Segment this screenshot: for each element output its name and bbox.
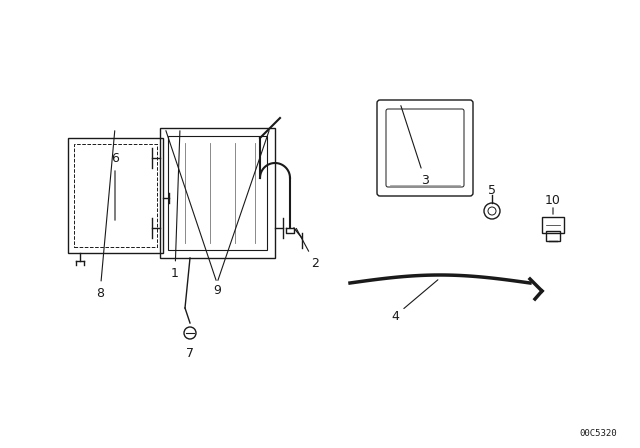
Text: 8: 8 (96, 131, 115, 300)
Text: 00C5320: 00C5320 (579, 428, 617, 438)
Bar (546, 231, 560, 241)
Bar (68, 138, 163, 253)
Text: 1: 1 (171, 131, 180, 280)
Bar (74, 144, 157, 247)
Text: 4: 4 (391, 280, 438, 323)
Text: 5: 5 (488, 184, 496, 197)
Text: 9: 9 (213, 284, 221, 297)
Text: 10: 10 (545, 194, 561, 207)
Bar (168, 136, 267, 250)
Bar (542, 217, 564, 233)
Text: 2: 2 (296, 228, 319, 270)
Text: 7: 7 (186, 346, 194, 359)
Bar (160, 128, 275, 258)
Text: 3: 3 (401, 106, 429, 186)
Text: 6: 6 (111, 151, 119, 164)
